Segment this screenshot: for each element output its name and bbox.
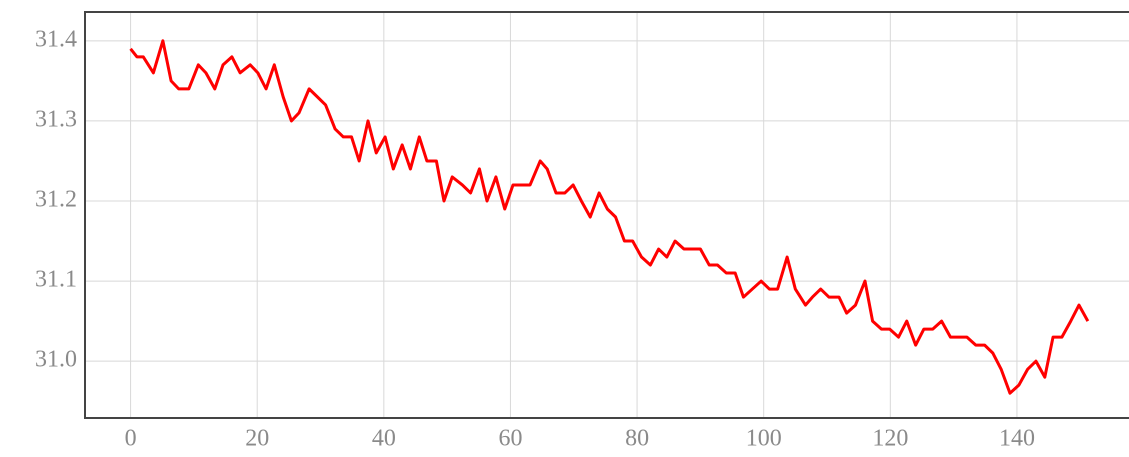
x-tick-label: 100 bbox=[746, 426, 782, 452]
plot-frame bbox=[84, 11, 1129, 419]
x-tick-label: 20 bbox=[245, 426, 269, 452]
y-tick-label: 31.1 bbox=[35, 267, 77, 293]
x-tick-label: 140 bbox=[999, 426, 1035, 452]
y-tick-label: 31.2 bbox=[35, 186, 77, 212]
x-tick-label: 120 bbox=[872, 426, 908, 452]
x-tick-label: 60 bbox=[498, 426, 522, 452]
y-tick-label: 31.4 bbox=[35, 26, 77, 52]
y-tick-label: 31.3 bbox=[35, 106, 77, 132]
y-tick-label: 31.0 bbox=[35, 347, 77, 373]
x-tick-label: 40 bbox=[372, 426, 396, 452]
x-tick-label: 80 bbox=[625, 426, 649, 452]
x-tick-label: 0 bbox=[125, 426, 137, 452]
data-line bbox=[129, 39, 1090, 395]
